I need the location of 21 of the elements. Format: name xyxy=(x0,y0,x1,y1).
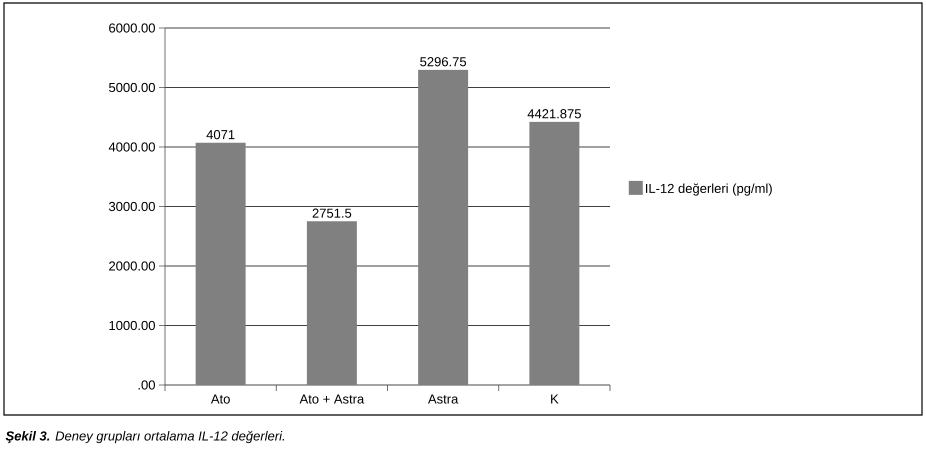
y-tick-label: 3000.00 xyxy=(108,202,155,212)
bar xyxy=(418,70,468,385)
data-label: 2751.5 xyxy=(312,208,352,218)
text: Şekil 3. Deney grupları ortalama IL-12 değerleri. xyxy=(6,430,284,444)
bar xyxy=(196,142,246,385)
y-tick-label: 4000.00 xyxy=(108,142,155,152)
x-tick-label: Astra xyxy=(428,394,458,404)
x-tick-label: Ato xyxy=(210,394,230,404)
data-label: 4071 xyxy=(206,130,234,140)
y-tick-label: 6000.00 xyxy=(109,23,155,33)
bar xyxy=(306,221,357,385)
y-tick-label: 1000.00 xyxy=(109,320,155,330)
y-tick-label: 5000.00 xyxy=(108,82,155,92)
x-tick-label: K xyxy=(551,394,559,404)
bar xyxy=(529,122,580,385)
legend-label: IL-12 değerleri (pg/ml) xyxy=(646,183,772,196)
data-label: 4421.875 xyxy=(528,109,581,118)
data-label: 5296.75 xyxy=(420,57,466,66)
y-tick-label: .00 xyxy=(138,380,155,390)
y-tick-label: 2000.00 xyxy=(109,261,155,271)
x-tick-label: Ato + Astra xyxy=(300,394,364,404)
